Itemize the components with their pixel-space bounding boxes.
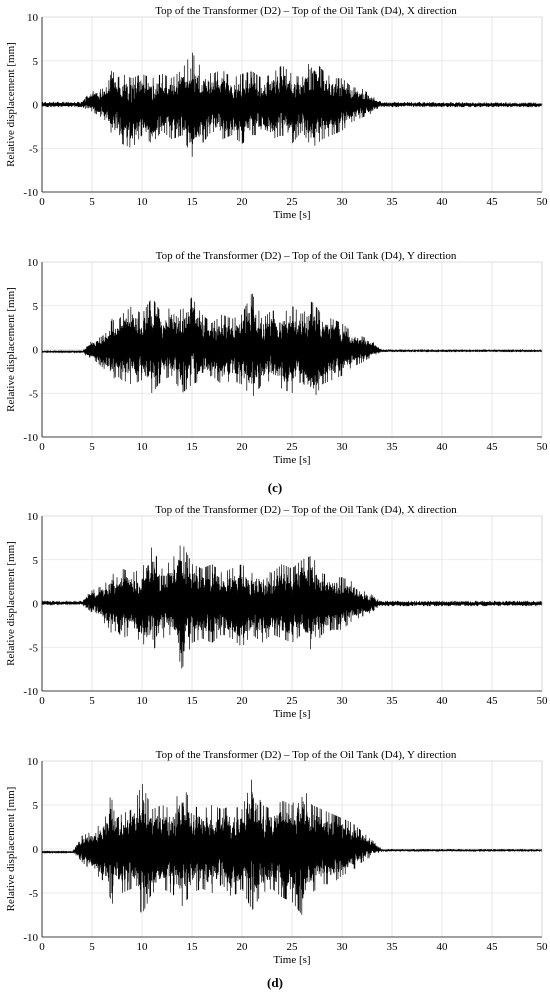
y-tick-label: -5 [29,143,39,155]
y-tick-label: -10 [23,187,38,199]
y-tick-label: -10 [23,686,38,698]
x-axis-label: Time [s] [273,454,310,466]
subfigure-label-c: (c) [267,480,283,495]
y-tick-label: -5 [29,888,39,900]
x-tick-label: 35 [387,441,399,453]
x-axis-label: Time [s] [273,209,310,221]
y-tick-label: 0 [33,599,39,611]
x-tick-label: 50 [537,196,549,208]
y-tick-label: 5 [33,555,39,567]
y-axis-label: Relative displacement [mm] [5,287,17,412]
x-tick-label: 45 [487,941,499,953]
x-tick-label: 25 [287,941,299,953]
y-tick-label: 5 [33,800,39,812]
x-tick-label: 10 [137,941,149,953]
y-axis-label: Relative displacement [mm] [5,541,17,666]
x-tick-label: 0 [39,441,45,453]
x-tick-label: 30 [337,695,349,707]
x-tick-label: 15 [187,695,199,707]
y-tick-label: 10 [27,511,39,523]
x-tick-label: 35 [387,695,399,707]
x-tick-label: 0 [39,941,45,953]
y-tick-label: -10 [23,432,38,444]
y-axis-label: Relative displacement [mm] [5,42,17,167]
x-tick-label: 5 [89,196,95,208]
x-tick-label: 40 [437,695,449,707]
series-line [41,779,543,915]
x-tick-label: 25 [287,695,299,707]
x-tick-label: 20 [237,941,249,953]
x-axis-label: Time [s] [273,954,310,966]
y-tick-label: -5 [29,642,39,654]
x-tick-label: 50 [537,695,549,707]
x-tick-label: 0 [39,695,45,707]
series-line [41,52,543,157]
x-tick-label: 5 [89,441,95,453]
x-tick-label: 25 [287,196,299,208]
x-tick-label: 40 [437,441,449,453]
x-tick-label: 30 [337,441,349,453]
y-tick-label: -5 [29,388,39,400]
x-tick-label: 15 [187,196,199,208]
x-tick-label: 50 [537,441,549,453]
x-tick-label: 50 [537,941,549,953]
x-tick-label: 45 [487,196,499,208]
chart-title: Top of the Transformer (D2) – Top of the… [156,250,457,262]
x-tick-label: 5 [89,941,95,953]
x-tick-label: 15 [187,941,199,953]
y-tick-label: 0 [33,100,39,112]
x-tick-label: 45 [487,441,499,453]
chart-title: Top of the Transformer (D2) – Top of the… [155,5,457,17]
y-tick-label: 10 [27,756,39,768]
x-tick-label: 10 [137,695,149,707]
x-tick-label: 40 [437,196,449,208]
x-tick-label: 20 [237,196,249,208]
x-tick-label: 30 [337,196,349,208]
chart-title: Top of the Transformer (D2) – Top of the… [155,504,457,516]
x-tick-label: 10 [137,441,149,453]
x-tick-label: 45 [487,695,499,707]
x-tick-label: 10 [137,196,149,208]
series-line [41,545,543,669]
x-tick-label: 15 [187,441,199,453]
x-tick-label: 35 [387,196,399,208]
series-line [41,293,543,396]
y-tick-label: -10 [23,932,38,944]
y-tick-label: 5 [33,56,39,68]
y-tick-label: 0 [33,345,39,357]
x-tick-label: 20 [237,695,249,707]
chart-title: Top of the Transformer (D2) – Top of the… [156,749,457,761]
y-tick-label: 0 [33,844,39,856]
x-tick-label: 20 [237,441,249,453]
x-tick-label: 30 [337,941,349,953]
x-tick-label: 5 [89,695,95,707]
x-axis-label: Time [s] [273,708,310,720]
x-tick-label: 40 [437,941,449,953]
x-tick-label: 25 [287,441,299,453]
y-axis-label: Relative displacement [mm] [5,787,17,912]
x-tick-label: 0 [39,196,45,208]
y-tick-label: 5 [33,301,39,313]
y-tick-label: 10 [27,12,39,24]
x-tick-label: 35 [387,941,399,953]
subfigure-label-d: (d) [267,975,283,990]
y-tick-label: 10 [27,257,39,269]
